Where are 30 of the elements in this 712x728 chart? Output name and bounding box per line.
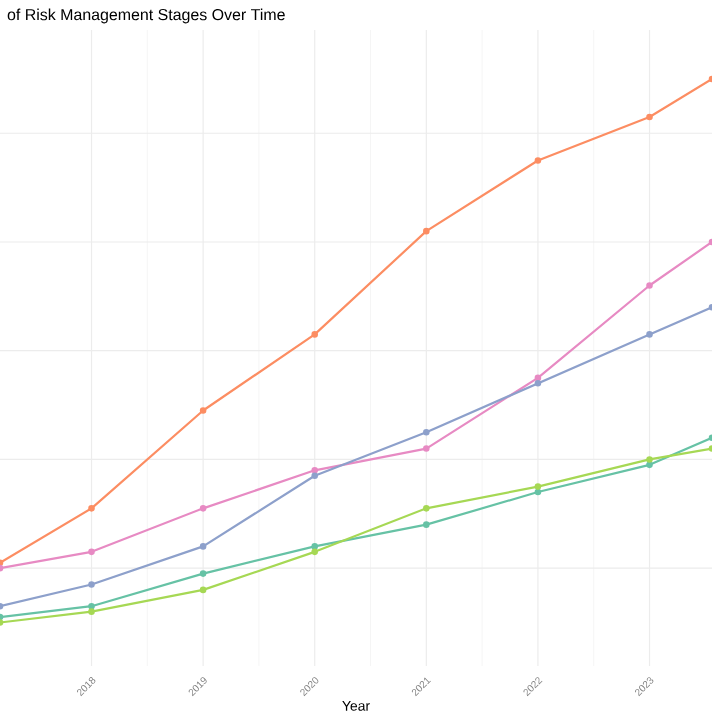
point xyxy=(423,505,430,512)
point xyxy=(199,570,207,577)
point xyxy=(534,488,542,496)
point xyxy=(199,586,207,594)
point xyxy=(88,581,95,588)
point xyxy=(423,227,430,235)
point xyxy=(199,505,207,512)
point xyxy=(311,472,319,480)
point xyxy=(311,548,319,556)
point xyxy=(646,113,653,121)
point xyxy=(423,521,430,528)
point xyxy=(423,428,430,436)
point xyxy=(199,407,207,414)
point xyxy=(88,608,95,615)
point xyxy=(311,467,319,474)
point xyxy=(646,331,653,338)
point xyxy=(423,445,430,452)
point xyxy=(88,505,95,512)
point xyxy=(88,548,95,556)
point xyxy=(646,461,653,469)
point xyxy=(646,282,653,289)
point xyxy=(534,380,542,387)
point xyxy=(534,157,542,164)
point xyxy=(88,602,95,610)
point xyxy=(534,374,542,382)
point xyxy=(311,331,319,338)
point xyxy=(646,456,653,463)
point xyxy=(199,543,207,550)
point xyxy=(311,543,319,550)
point xyxy=(534,483,542,490)
